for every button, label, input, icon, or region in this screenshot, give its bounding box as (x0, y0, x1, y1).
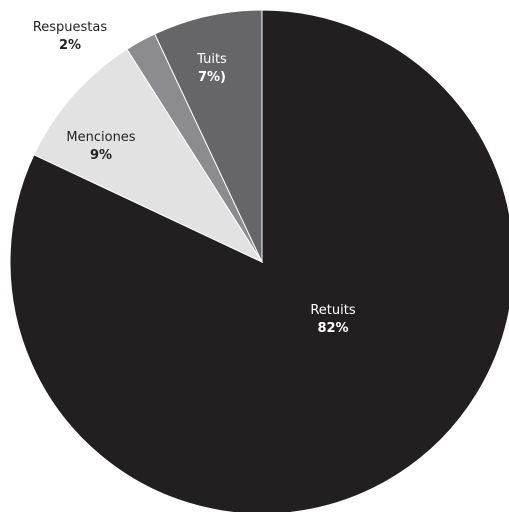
slice-value-respuestas: 2% (59, 38, 81, 53)
pie-slice-tuits (154, 9, 263, 263)
slice-value-retuits: 82% (317, 321, 348, 336)
pie-slices (9, 9, 509, 512)
slice-label-respuestas: Respuestas (33, 20, 108, 35)
pie-slice-menciones (33, 48, 264, 264)
slice-label-tuits: Tuits (196, 52, 227, 67)
slice-value-tuits: 7%) (198, 70, 226, 85)
pie-labels: Retuits 82% Menciones 9% Respuestas 2% Tuits 7%… (33, 20, 356, 336)
slice-label-retuits: Retuits (310, 303, 355, 318)
slice-value-menciones: 9% (90, 148, 112, 163)
slice-label-menciones: Menciones (66, 130, 135, 145)
